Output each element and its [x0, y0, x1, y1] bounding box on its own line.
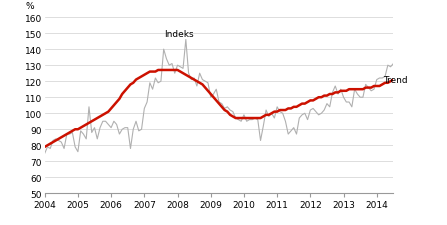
Text: %: % — [25, 2, 34, 11]
Text: Trend: Trend — [383, 76, 407, 85]
Text: Indeks: Indeks — [164, 30, 194, 39]
